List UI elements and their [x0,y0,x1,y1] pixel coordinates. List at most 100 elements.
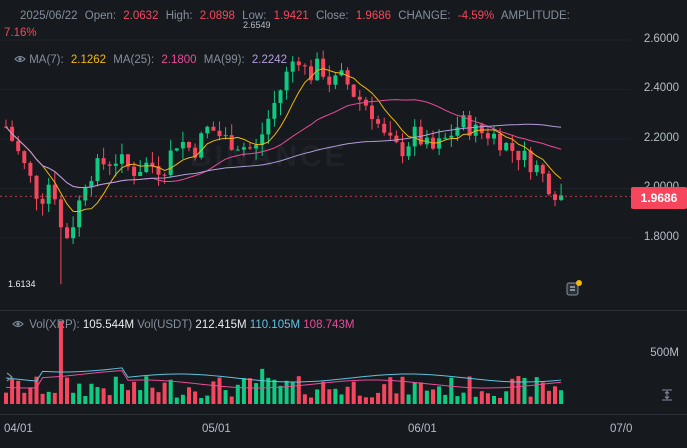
candle-body [223,135,228,137]
volume-bar [266,377,271,404]
volume-bar [376,392,381,404]
close-value: 1.9686 [355,10,392,22]
indicator-icon[interactable] [4,370,16,384]
volume-bar [150,387,155,404]
candle-body [107,164,112,166]
candle-body [504,143,509,151]
volume-bar [516,376,521,404]
volume-bar [400,376,405,404]
date-tick: 06/01 [408,423,437,435]
candle-body [205,126,210,134]
volume-bar [71,392,76,404]
volume-bar [321,381,326,404]
candle-body [34,175,39,199]
scale-icon[interactable] [660,388,674,402]
notification-icon[interactable] [565,279,583,297]
volume-eye-icon[interactable] [12,318,24,330]
current-price-tag: 1.9686 [631,187,687,209]
price-tick: 2.6000 [643,33,679,45]
candle-body [540,164,545,174]
volume-bar [193,391,198,404]
candle-body [370,105,374,120]
candle-body [126,154,130,167]
candle-body [77,200,82,228]
eye-icon[interactable] [14,53,26,65]
candle-body [272,103,277,119]
candle-body [119,154,124,164]
volume-bar [418,382,423,404]
volume-bar [187,387,191,404]
high-marker: 2.6549 [243,20,271,30]
ma99-label: MA(99): [203,54,245,66]
candle-body [174,148,179,151]
candle-body [187,142,191,148]
price-axis[interactable]: 2.6000 2.4000 2.2000 2.0000 1.8000 500M [631,0,687,410]
volume-xrp-value: 105.544M [82,319,135,331]
date-tick: 04/01 [4,423,33,435]
volume-bar [284,380,289,404]
volume-bar [553,386,557,404]
volume-bar [260,368,265,404]
amplitude-row: 7.16% [4,27,41,39]
volume-bar [296,376,301,404]
volume-bar [504,391,509,404]
candle-body [199,133,204,158]
volume-bar [510,378,515,404]
volume-bar [479,391,484,404]
volume-bar [248,378,252,404]
ma-line [5,99,562,188]
candle-body [345,70,350,85]
candle-body [71,227,76,239]
volume-bar [65,377,69,404]
candle-body [217,130,222,137]
candle-body [510,143,515,151]
ohlc-row: 2025/06/22 Open: 2.0632 High: 2.0898 Low… [20,10,574,22]
amplitude-value: 7.16% [4,27,37,39]
volume-bar [46,391,51,404]
price-tick: 1.8000 [643,231,679,243]
volume-bar [492,395,496,404]
candle-body [260,134,265,146]
candle-body [65,227,69,239]
close-label: Close: [316,10,349,22]
volume-bar [16,380,21,404]
candle-body [376,119,381,124]
volume-bar [339,394,344,404]
volume-bar [89,383,94,404]
volume-bar [223,390,228,404]
volume-bar [412,382,417,404]
candle-body [412,126,417,147]
volume-bar [449,377,454,404]
volume-bar [424,390,429,404]
volume-bar [357,395,362,404]
volume-bar [58,320,63,404]
volume-ma-line [5,370,562,389]
volume-bar [333,388,338,404]
volume-bar [168,379,173,404]
volume-bar [174,397,179,404]
candle-body [40,198,45,204]
candle-body [327,76,332,85]
high-label: High: [165,10,193,22]
ma99-value: 2.2242 [251,54,288,66]
volume-bar [394,393,399,404]
time-axis[interactable]: 04/01 05/01 06/01 07/0 [0,414,687,448]
price-tick: 2.4000 [643,82,679,94]
candle-body [138,171,143,176]
volume-bar [156,392,161,404]
volume-ma2-value: 108.743M [303,319,355,331]
volume-bar [455,396,460,404]
price-chart[interactable] [0,0,631,310]
candle-body [461,115,466,128]
volume-bar [363,397,368,404]
candle-body [467,115,472,136]
pane-divider[interactable] [0,310,687,311]
volume-chart[interactable] [0,312,631,408]
candle-body [101,158,106,165]
ma25-value: 2.1800 [161,54,197,66]
candle-body [266,118,271,135]
candle-body [168,150,173,175]
candle-body [144,162,149,172]
volume-bar [315,389,320,404]
